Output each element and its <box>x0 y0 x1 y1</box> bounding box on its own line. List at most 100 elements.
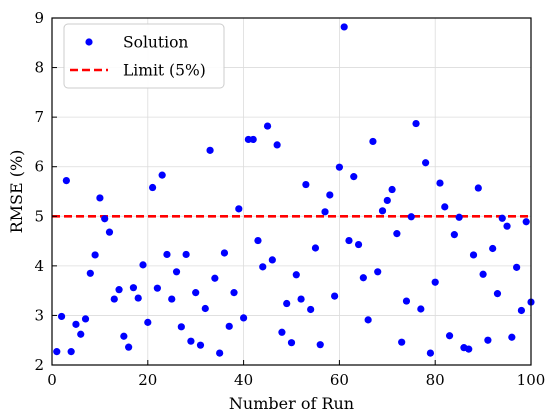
data-point <box>72 320 80 328</box>
data-point <box>335 163 343 171</box>
data-point <box>263 122 272 130</box>
data-point <box>474 184 482 192</box>
data-point <box>350 173 358 181</box>
data-point <box>110 295 118 303</box>
data-point <box>340 23 348 31</box>
data-point <box>273 141 281 149</box>
data-point <box>316 341 324 349</box>
x-tick-label: 40 <box>234 371 253 389</box>
data-point <box>331 292 339 300</box>
data-point <box>115 286 123 294</box>
data-point <box>402 297 411 305</box>
data-point <box>105 228 114 236</box>
data-point <box>168 295 176 303</box>
x-tick-label: 60 <box>330 371 349 389</box>
x-tick-label: 100 <box>517 371 546 389</box>
data-point <box>445 332 454 340</box>
data-point <box>283 299 291 308</box>
data-point <box>383 196 391 205</box>
data-point <box>254 236 262 245</box>
data-point <box>417 305 425 313</box>
solution-points <box>53 23 535 357</box>
data-point <box>134 294 142 302</box>
data-point <box>278 328 286 336</box>
data-point <box>469 251 478 259</box>
plot-frame <box>51 17 532 366</box>
y-tick-label: 4 <box>34 257 44 275</box>
data-point <box>450 231 458 239</box>
data-point <box>287 339 296 347</box>
data-point <box>321 208 329 216</box>
data-point <box>67 348 75 356</box>
data-point <box>153 284 161 292</box>
data-point <box>484 336 492 344</box>
y-tick-label: 2 <box>34 356 44 374</box>
data-point <box>101 215 109 223</box>
data-point <box>292 271 300 279</box>
y-tick-label: 3 <box>34 306 44 324</box>
data-point <box>412 119 420 128</box>
y-tick-label: 6 <box>34 158 44 176</box>
data-point <box>522 218 530 226</box>
data-point <box>369 137 377 146</box>
data-point <box>77 330 85 338</box>
data-point <box>86 269 94 277</box>
data-point <box>302 180 310 189</box>
legend-box <box>63 23 225 89</box>
data-point <box>311 244 320 252</box>
data-point <box>240 314 248 322</box>
data-point <box>398 338 406 346</box>
data-point <box>91 251 99 259</box>
data-point <box>465 345 473 353</box>
y-tick-label: 7 <box>34 108 44 126</box>
data-point <box>498 214 506 222</box>
y-tick-label: 8 <box>34 59 44 77</box>
data-point <box>508 333 516 341</box>
data-point <box>235 205 243 213</box>
axis-ticks: 0 20 40 60 80 100 2 3 4 5 6 7 8 9 <box>34 9 545 389</box>
legend-solution-label: Solution <box>123 34 188 52</box>
data-point <box>297 295 305 303</box>
data-point <box>96 194 104 202</box>
data-point <box>172 268 181 276</box>
data-point <box>187 337 195 345</box>
data-point <box>139 261 147 269</box>
x-tick-label: 20 <box>138 371 157 389</box>
data-point <box>436 179 444 187</box>
data-point <box>158 171 166 179</box>
data-point <box>378 207 387 215</box>
legend-solution-marker <box>85 38 93 46</box>
data-point <box>455 213 463 221</box>
data-point <box>81 315 90 323</box>
x-tick-label: 80 <box>426 371 445 389</box>
data-point <box>129 284 138 292</box>
data-point <box>359 274 367 282</box>
data-point <box>62 176 70 185</box>
data-point <box>259 263 267 271</box>
data-point <box>513 263 521 271</box>
data-point <box>148 183 157 192</box>
data-point <box>489 244 497 253</box>
data-point <box>144 318 152 326</box>
data-point <box>431 278 439 286</box>
data-point <box>249 135 257 144</box>
data-point <box>479 270 487 278</box>
y-tick-label: 9 <box>34 9 44 27</box>
data-point <box>53 348 61 356</box>
data-point <box>201 304 209 313</box>
x-axis-label: Number of Run <box>229 394 354 413</box>
data-point <box>393 230 401 238</box>
data-point <box>268 256 276 264</box>
data-point <box>120 332 128 340</box>
legend: Solution Limit (5%) <box>63 23 225 89</box>
data-point <box>503 222 511 230</box>
data-point <box>196 341 205 349</box>
data-point <box>426 349 435 357</box>
data-point <box>345 236 353 245</box>
data-point <box>230 289 238 297</box>
x-tick-label: 0 <box>47 371 57 389</box>
data-point <box>307 305 315 314</box>
data-point <box>388 185 396 194</box>
data-point <box>57 312 66 321</box>
